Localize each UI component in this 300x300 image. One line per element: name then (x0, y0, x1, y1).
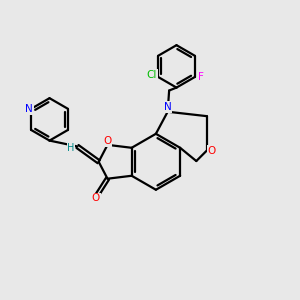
Text: O: O (208, 146, 216, 156)
Text: H: H (67, 143, 75, 153)
Text: O: O (92, 194, 100, 203)
Text: N: N (164, 102, 172, 112)
Text: F: F (198, 72, 204, 82)
Text: N: N (25, 104, 33, 114)
Text: O: O (103, 136, 112, 146)
Text: Cl: Cl (146, 70, 157, 80)
